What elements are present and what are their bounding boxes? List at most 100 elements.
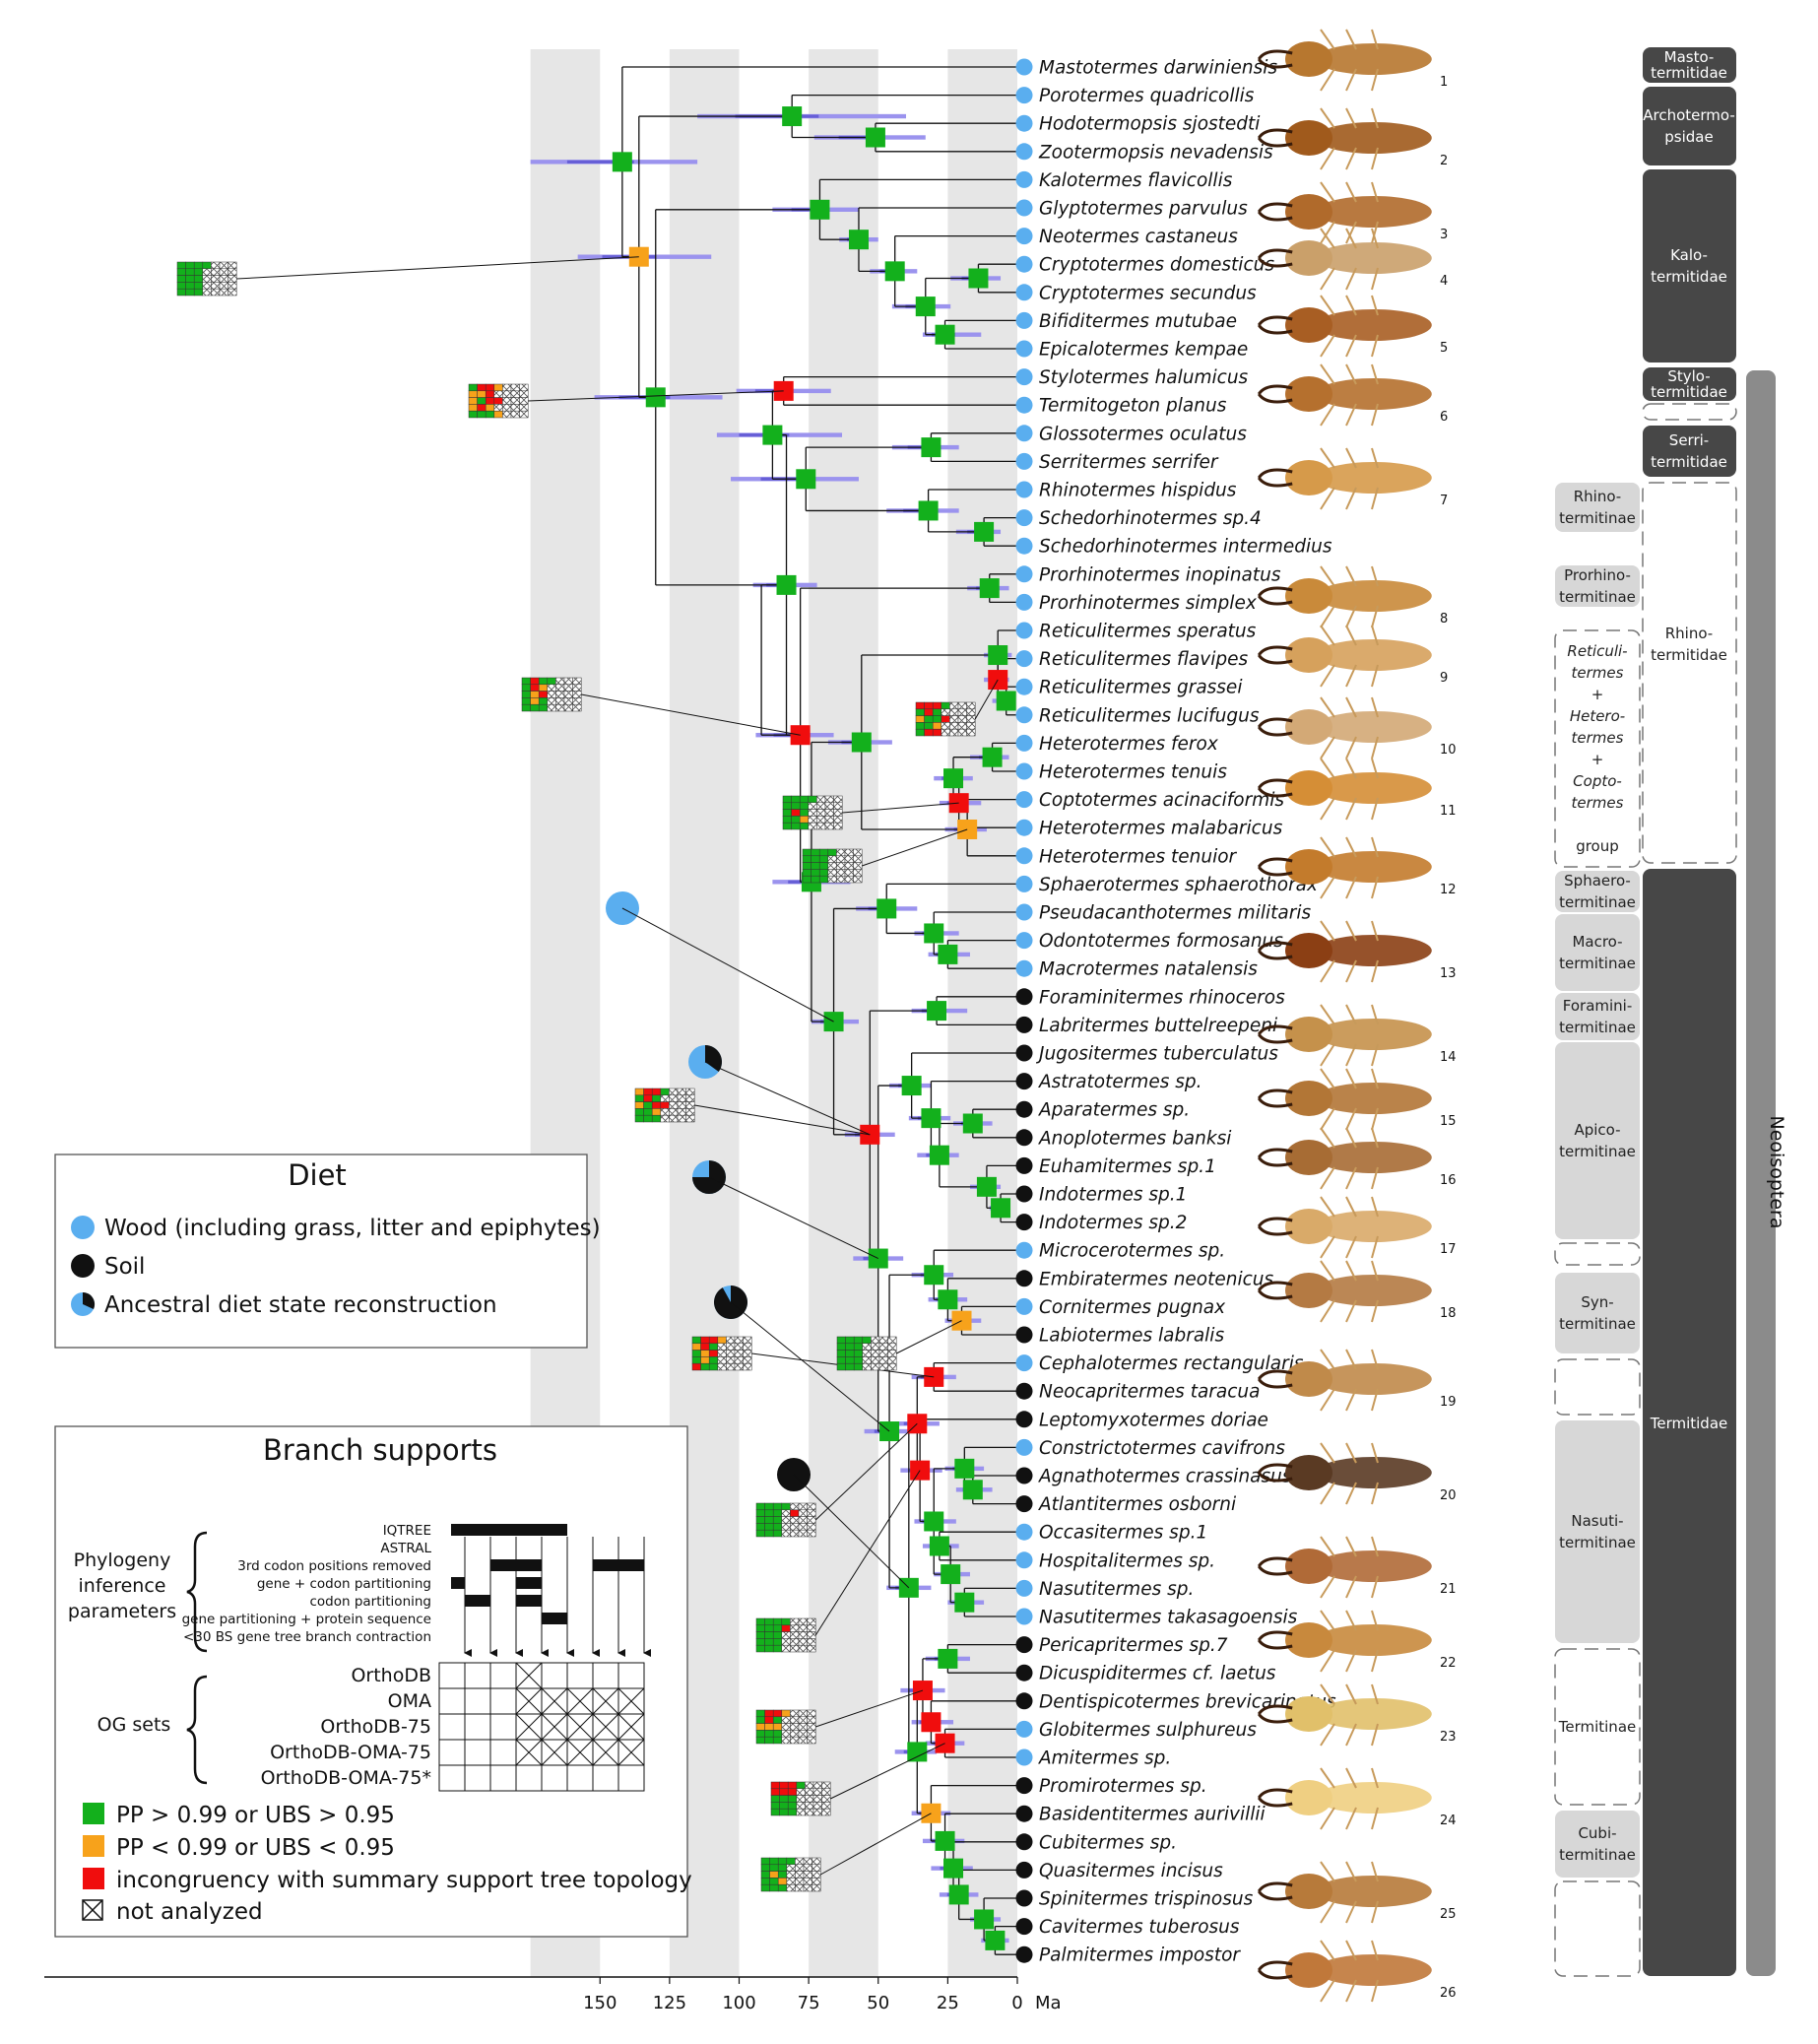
legend-incongruent: incongruency with summary support tree t…: [116, 1868, 692, 1893]
diet-dot-soil: [1015, 1945, 1033, 1963]
legend-square-incongruent: [83, 1868, 104, 1889]
support-node: [645, 387, 666, 408]
support-grid-cell: [887, 1336, 897, 1345]
support-grid-cell: [878, 1350, 888, 1357]
termite-head: [1285, 376, 1332, 412]
termite-leg: [1320, 68, 1335, 92]
support-grid-cell: [769, 1871, 779, 1879]
support-grid-cell: [812, 1802, 822, 1810]
support-grid-connector: [842, 802, 959, 814]
support-grid-cell: [836, 1343, 846, 1351]
support-grid-cell: [779, 1795, 789, 1803]
og-cell-not-analyzed: [592, 1713, 619, 1741]
support-grid-connector: [819, 1813, 932, 1876]
termite-leg: [1345, 920, 1357, 942]
label-line: termitinae: [1559, 1019, 1636, 1036]
support-grid-cell: [677, 1101, 686, 1109]
support-grid-cell: [941, 715, 950, 723]
termite-leg: [1371, 29, 1379, 50]
support-grid-cell: [547, 697, 556, 705]
support-grid-cell: [833, 809, 843, 817]
support-grid-connector: [694, 1104, 871, 1136]
support-grid-cell: [811, 869, 820, 877]
support-grid-cell: [755, 1638, 765, 1646]
support-grid-cell: [807, 1523, 816, 1531]
support-grid-cell: [743, 1362, 752, 1371]
support-node: [782, 106, 803, 127]
param-bar: [516, 1577, 542, 1589]
support-node: [877, 898, 897, 919]
support-grid-cell: [795, 1883, 805, 1892]
termite-body: [1316, 1624, 1432, 1656]
termite-photo-19: [1257, 1349, 1432, 1412]
support-grid-connector: [814, 1470, 921, 1636]
support-grid-connector: [974, 679, 999, 720]
support-grid-cell: [634, 1108, 644, 1116]
support-grid-cell: [798, 1716, 808, 1724]
support-grid-cell: [770, 1795, 780, 1803]
termite-head: [1285, 933, 1332, 968]
support-grid-cell: [726, 1350, 736, 1357]
support-grid-cell: [493, 397, 503, 405]
support-grid-cell: [812, 1864, 821, 1872]
support-grid-cell: [924, 715, 934, 723]
support-grid-cell: [798, 1730, 808, 1738]
support-grid-cell: [805, 1808, 814, 1816]
support-grid-cell: [798, 1624, 808, 1632]
support-grid-cell: [521, 677, 531, 686]
support-node: [988, 645, 1008, 666]
termite-leg: [1320, 1900, 1335, 1924]
support-grid-cell: [812, 1883, 821, 1892]
pie-connector: [621, 907, 834, 1022]
support-grid-cell: [796, 1795, 806, 1803]
termite-leg: [1371, 1004, 1379, 1025]
support-grid-cell: [798, 1638, 808, 1646]
support-grid-cell: [808, 816, 817, 824]
termite-body: [1316, 43, 1432, 75]
diet-dot-wood: [1015, 650, 1033, 668]
support-grid-cell: [798, 1523, 808, 1531]
support-grid-cell: [790, 1644, 800, 1653]
og-cell: [489, 1764, 517, 1792]
support-grid-cell: [502, 383, 512, 392]
param-bar: [451, 1577, 465, 1589]
termite-leg: [1320, 1260, 1335, 1282]
termite-body: [1316, 1457, 1432, 1488]
support-grid-cell: [755, 1617, 765, 1626]
param-label: <30 BS gene tree branch contraction: [183, 1629, 431, 1645]
termite-leg: [1320, 1482, 1335, 1505]
termite-leg: [1371, 565, 1379, 587]
support-grid-cell: [827, 855, 837, 863]
termite-leg: [1371, 181, 1379, 203]
time-axis: 150 125 100 75 50 25 0 Ma: [44, 1976, 1062, 2013]
termite-mandible: [1257, 857, 1293, 877]
branch-supports-title: Branch supports: [263, 1433, 497, 1467]
termite-leg: [1320, 797, 1335, 821]
termite-mandible: [1257, 645, 1293, 665]
support-grid-connector: [815, 1689, 924, 1728]
termite-leg: [1320, 758, 1335, 779]
support-grid-cell: [807, 1723, 816, 1731]
taxon-label: Euhamitermes sp.1: [1039, 1156, 1216, 1177]
support-grid-cell: [519, 383, 529, 392]
support-grid-cell: [915, 722, 925, 730]
termite-photo-1: [1257, 29, 1432, 92]
termite-leg: [1320, 1575, 1335, 1599]
og-cell-not-analyzed: [592, 1739, 619, 1766]
support-grid-cell: [853, 1356, 864, 1364]
support-grid-cell: [555, 677, 565, 686]
termite-head: [1285, 1622, 1332, 1658]
taxon-label: Embiratermes neotenicus: [1039, 1269, 1274, 1289]
termite-leg: [1371, 1260, 1379, 1282]
termite-mandible: [1257, 1960, 1293, 1980]
termite-leg: [1371, 267, 1379, 291]
axis-tick-label: 75: [798, 1993, 820, 2013]
support-grid-cell: [798, 1709, 808, 1718]
support-node: [921, 437, 941, 458]
support-grid-cell: [708, 1350, 719, 1357]
support-grid-cell: [772, 1516, 783, 1524]
taxon-label: Stylotermes halumicus: [1039, 367, 1249, 388]
termite-photo-3: [1257, 181, 1432, 244]
label-line: +: [1591, 751, 1604, 768]
support-grid-cell: [769, 1864, 779, 1872]
